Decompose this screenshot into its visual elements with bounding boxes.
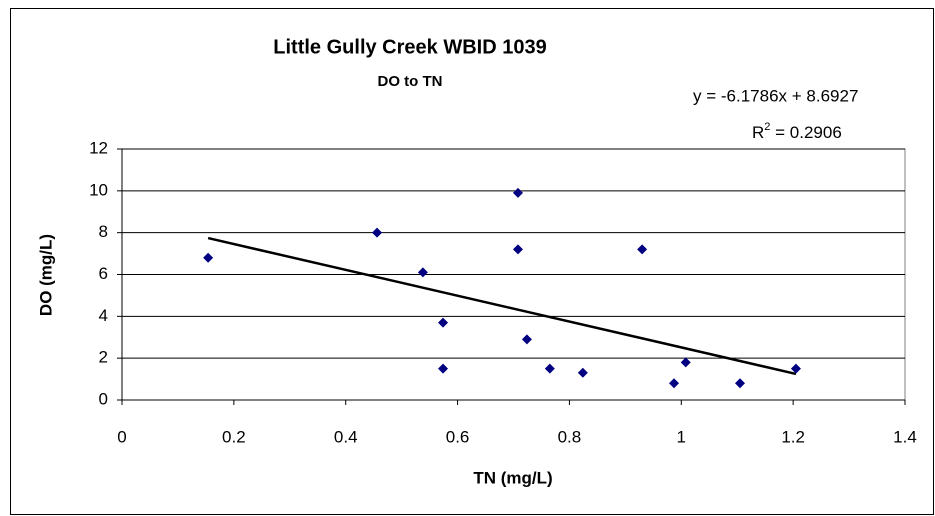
data-point: [417, 267, 428, 278]
r-squared: R2 = 0.2906: [752, 121, 842, 143]
data-point: [544, 363, 555, 374]
trendline-equation: y = -6.1786x + 8.6927: [693, 86, 858, 105]
x-axis-label: TN (mg/L): [473, 468, 552, 487]
y-axis-label: DO (mg/L): [36, 234, 55, 316]
trendline: [207, 236, 797, 376]
x-tick-label: 0.8: [558, 427, 582, 446]
data-point: [438, 317, 449, 328]
x-tick-label: 1.2: [781, 427, 805, 446]
r2-symbol: R: [752, 123, 764, 142]
x-tick-label: 1.4: [893, 427, 917, 446]
x-tick-label: 0: [117, 427, 126, 446]
data-point: [203, 252, 214, 263]
data-point: [521, 334, 532, 345]
data-point: [577, 367, 588, 378]
x-tick-label: 1: [677, 427, 686, 446]
data-point: [512, 244, 523, 255]
y-tick-label: 10: [89, 180, 108, 199]
r2-exponent: 2: [764, 121, 770, 133]
y-tick-label: 4: [99, 306, 108, 325]
y-tick-label: 2: [99, 348, 108, 367]
y-tick-label: 0: [99, 389, 108, 408]
data-point: [790, 363, 801, 374]
y-tick-label: 6: [99, 264, 108, 283]
y-tick-label: 8: [99, 222, 108, 241]
x-tick-label: 0.2: [222, 427, 246, 446]
data-point: [637, 244, 648, 255]
data-point: [680, 357, 691, 368]
y-tick-label: 12: [89, 138, 108, 157]
data-point: [669, 378, 680, 389]
r2-value: = 0.2906: [770, 123, 841, 142]
x-tick-label: 0.6: [446, 427, 470, 446]
data-point: [512, 187, 523, 198]
chart-title: Little Gully Creek WBID 1039: [273, 36, 546, 58]
chart-subtitle: DO to TN: [378, 73, 443, 90]
data-point: [438, 363, 449, 374]
data-point: [735, 378, 746, 389]
data-point: [372, 227, 383, 238]
x-tick-label: 0.4: [334, 427, 358, 446]
